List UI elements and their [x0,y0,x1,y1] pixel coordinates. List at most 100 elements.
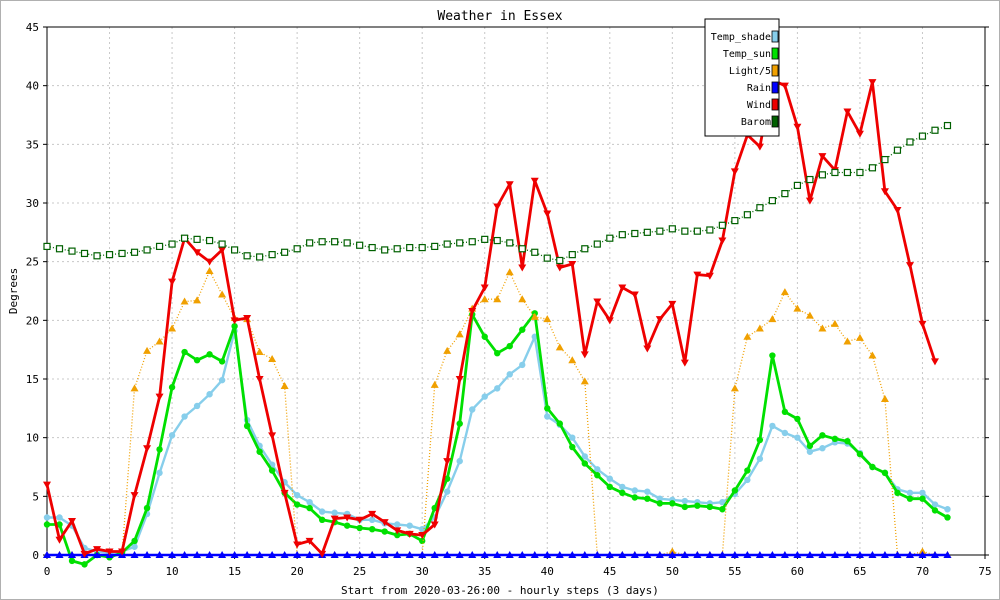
temp-shade-point [581,453,588,460]
wind-point [505,181,514,189]
rain-point [493,551,502,558]
temp-shade-point [331,509,338,516]
temp-sun-point [181,348,188,356]
temp-sun-point [519,326,526,333]
barom-point [256,253,264,261]
wind-point [593,298,602,306]
chart-title: Weather in Essex [437,9,562,24]
light-5-point [280,382,289,390]
temp-shade-point [944,506,951,513]
temp-sun-point [193,357,201,364]
axes: 0 5 10 15 20 25 30 35 40 45 0 5 10 15 20 25 30 35 40 45 50 55… [26,21,992,578]
temp-sun-point [831,435,839,443]
barom-point [268,251,276,259]
barom-point [168,240,176,248]
wind-point [418,532,427,540]
x-tick-label: 20 [291,565,304,578]
wind-point [130,492,139,500]
barom-point [681,227,689,235]
rain-point [655,551,664,558]
x-tick-label: 5 [106,565,113,578]
rain-point [168,551,177,558]
legend-label-temp-sun: Temp_sun [723,49,771,60]
rain-point [305,551,314,558]
wind-point [568,261,577,269]
temp-shade-line [47,329,948,554]
barom-point [431,242,439,251]
temp-shade-point [306,499,313,506]
x-axis-label: Start from 2020-03-26:00 - hourly steps … [341,584,659,597]
barom-point [793,181,802,189]
temp-shade-point [644,488,651,495]
temp-shade-point [293,491,301,499]
barom-point [768,197,776,205]
temp-sun-point [156,446,163,453]
temp-sun-point [318,516,326,523]
wind-point [893,207,902,215]
legend-swatch-wind [771,98,779,111]
wind-point [530,177,539,185]
light-5-point [805,311,814,319]
wind-point [930,358,939,366]
wind-point [305,537,314,545]
light-5-point [543,315,552,323]
light-5-point [143,346,152,354]
wind-point [230,317,239,325]
legend-box [704,18,780,137]
light-5-point [580,377,589,385]
barom-point [856,168,864,177]
y-tick-label: 45 [26,21,39,34]
legend-label-light-5: Light/5 [729,66,771,77]
temp-sun-point [781,408,789,416]
light-5-point [730,384,739,392]
x-tick-label: 60 [791,565,804,578]
rain-point [68,551,77,558]
temp-shade-point [594,466,601,473]
barom-point [943,121,952,130]
rain-point [430,551,439,558]
barom-point [493,236,501,245]
temp-shade-point [631,487,639,494]
rain-point [93,551,102,558]
wind-point [268,432,277,440]
wind-point [318,550,327,558]
temp-shade-point [131,543,138,550]
wind-point [293,541,302,549]
rain-point [418,551,427,558]
rain-point [43,551,51,558]
barom-point [80,249,89,258]
barom-point [806,175,814,184]
temp-shade-point [569,434,576,441]
temp-sun-point [243,422,251,430]
temp-shade-point [519,361,526,369]
temp-sun-point [719,506,726,513]
rain-point [505,551,514,558]
rain-point [755,551,764,558]
light-5-point [855,333,864,341]
barom-point [381,246,389,254]
wind-point [668,300,677,308]
x-tick-label: 70 [916,565,929,578]
wind-point [643,345,652,353]
barom-point [418,243,426,252]
temp-sun-point [368,525,376,533]
wind-point [168,278,177,286]
x-tick-label: 45 [603,565,616,578]
wind-point [443,458,452,466]
barom-point [893,146,902,154]
barom-point [568,251,576,259]
rain-point [830,551,839,558]
wind-point [430,521,439,529]
temp-sun-point [444,475,451,482]
rain-point [605,551,614,558]
rain-point [155,551,164,558]
light-5-point [755,324,764,332]
light-5-point [205,267,214,275]
temp-sun-point [706,503,714,511]
barom-point [231,246,239,254]
wind-point [818,153,827,161]
barom-point [456,239,464,247]
legend-label-barom: Barom [741,117,771,128]
temp-sun-point [131,537,138,545]
